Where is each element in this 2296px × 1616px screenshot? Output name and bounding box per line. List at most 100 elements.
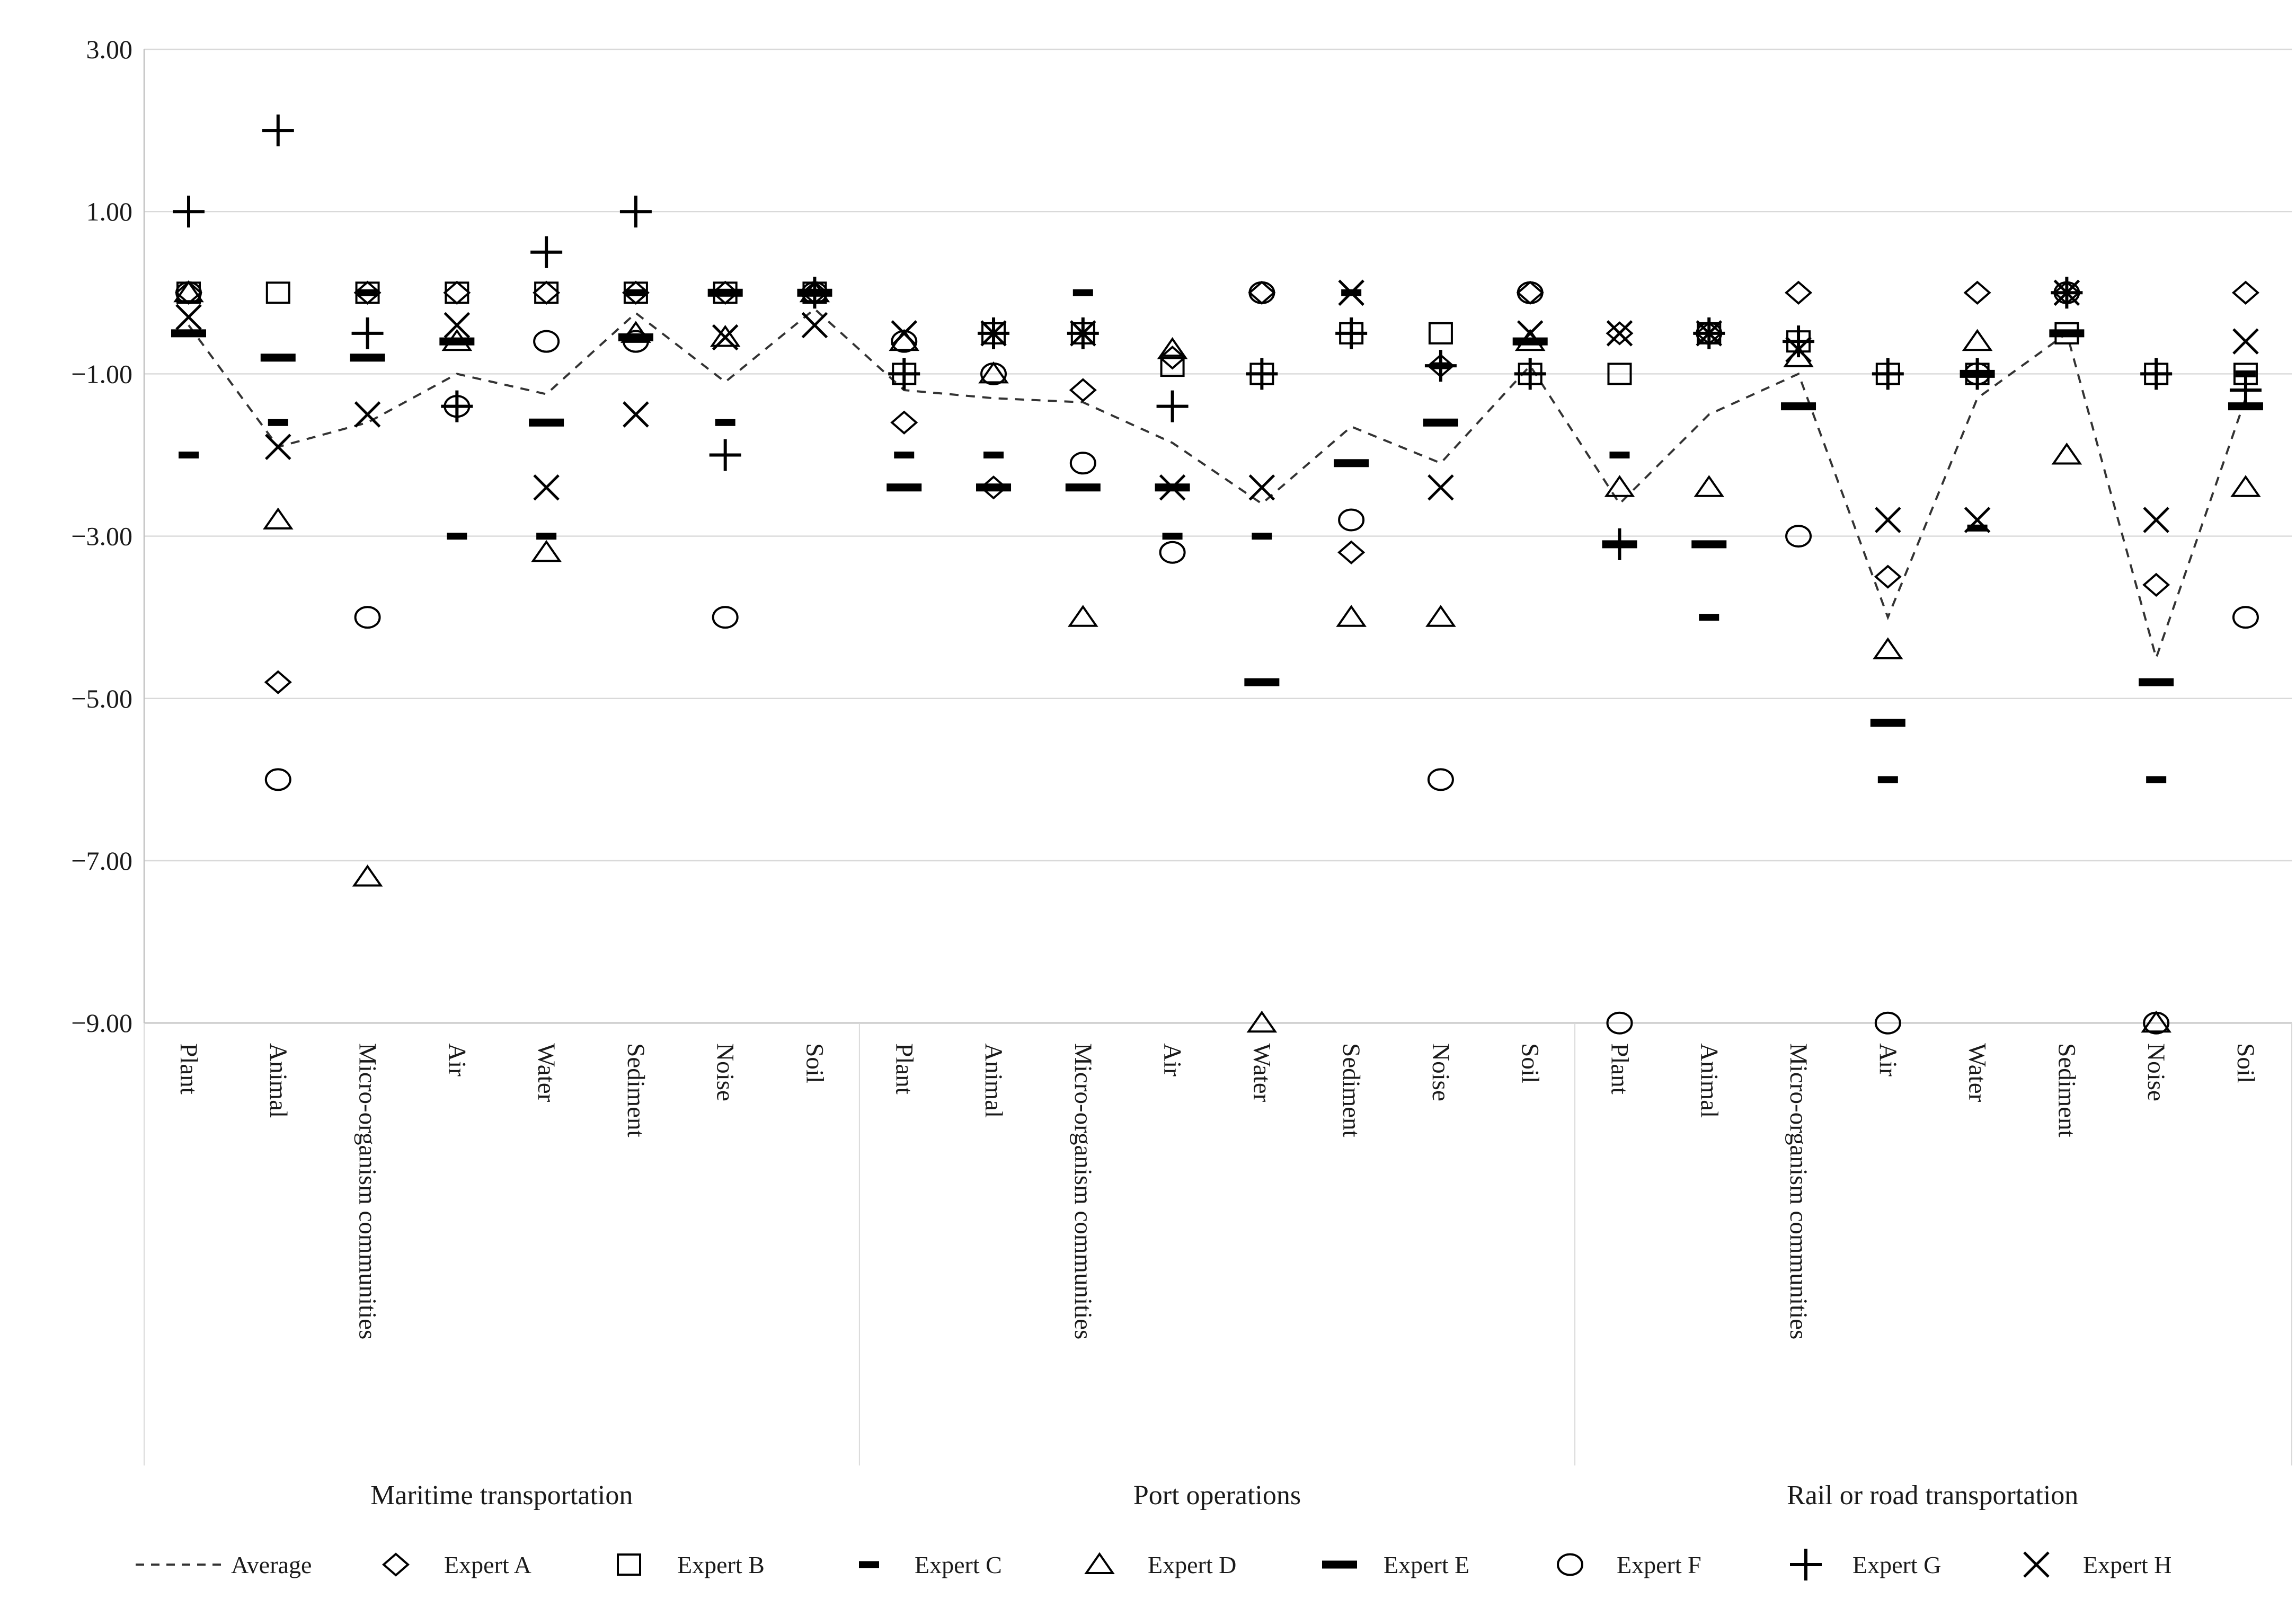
marker-expert-a [1337, 540, 1366, 564]
marker-expert-a [1606, 321, 1634, 346]
marker-expert-h [891, 320, 918, 347]
legend-item-average: Average [136, 1551, 312, 1578]
x-axis-category-label: Animal [1695, 1043, 1723, 1118]
marker-expert-d [1246, 1010, 1278, 1033]
marker-expert-h [980, 320, 1007, 347]
legend-item-expert-b: Expert B [617, 1551, 765, 1578]
marker-expert-d [262, 507, 294, 529]
marker-expert-d [1604, 475, 1635, 497]
marker-expert-a [1069, 378, 1097, 402]
x-axis-category-label: Animal [980, 1043, 1007, 1118]
average-line [188, 307, 2247, 662]
marker-expert-d [1694, 475, 1725, 497]
marker-expert-c [536, 533, 557, 540]
y-axis-tick-labels: 3.00 1.00 −1.00 −3.00 −5.00 −7.00 −9.00 [71, 34, 132, 1038]
marker-expert-c [2235, 370, 2256, 377]
marker-expert-b [265, 281, 290, 304]
legend-label-expert-h: Expert H [2083, 1551, 2171, 1578]
marker-expert-h [1696, 320, 1723, 347]
marker-expert-h [1159, 474, 1186, 501]
marker-expert-e [887, 483, 922, 492]
marker-expert-h [1606, 320, 1633, 347]
marker-expert-f [712, 606, 739, 629]
marker-expert-e [1065, 483, 1101, 492]
marker-expert-h [1517, 320, 1544, 347]
marker-expert-b [534, 281, 559, 304]
legend-label-expert-b: Expert B [677, 1551, 765, 1578]
marker-expert-d [1067, 605, 1098, 627]
legend-label-expert-c: Expert C [915, 1551, 1002, 1578]
marker-expert-a [1784, 280, 1813, 305]
marker-expert-c [447, 533, 467, 540]
marker-expert-e [976, 483, 1012, 492]
x-axis-category-label: Noise [712, 1043, 739, 1101]
marker-expert-c [268, 419, 288, 426]
x-axis-category-label: Micro-organism communities [1069, 1043, 1097, 1339]
marker-expert-h [1428, 474, 1454, 501]
legend-marker-expert-h [2023, 1551, 2050, 1578]
x-axis-category-label: Plant [890, 1043, 918, 1094]
marker-expert-h [712, 324, 739, 351]
marker-expert-h [265, 434, 291, 460]
legend-item-expert-c: Expert C [859, 1551, 1002, 1578]
marker-expert-e [1244, 678, 1280, 686]
marker-expert-e [2049, 329, 2085, 338]
legend-marker-expert-b [617, 1553, 641, 1576]
x-axis-category-label: Water [1964, 1043, 1991, 1102]
marker-expert-h [1875, 507, 1901, 533]
marker-expert-f [1606, 1011, 1633, 1035]
series-expert-h [175, 279, 2259, 533]
marker-expert-f [533, 330, 560, 353]
legend-item-expert-d: Expert D [1084, 1551, 1236, 1578]
marker-expert-c [1252, 533, 1272, 540]
marker-expert-e [1691, 540, 1727, 549]
legend-item-expert-g: Expert G [1790, 1549, 1941, 1580]
marker-expert-h [623, 401, 649, 428]
marker-expert-b [1607, 363, 1632, 385]
marker-expert-c [1877, 776, 1898, 783]
x-axis-category-label: Sediment [1337, 1043, 1365, 1137]
x-axis-category-label: Micro-organism communities [354, 1043, 382, 1339]
axis-group-labels: Maritime transportation Port operations Ra… [370, 1480, 2078, 1511]
x-axis-category-label: Noise [2142, 1043, 2170, 1101]
marker-expert-c [1072, 289, 1093, 296]
marker-expert-e [350, 354, 385, 362]
category-group-separators [144, 1023, 2292, 1465]
marker-expert-f [1159, 541, 1186, 564]
marker-expert-a [1963, 280, 1991, 305]
marker-expert-a [2142, 572, 2170, 597]
marker-expert-d [2230, 475, 2261, 497]
marker-expert-h [2053, 279, 2080, 306]
marker-expert-f [1427, 768, 1454, 791]
y-axis-tick-label: −5.00 [71, 684, 132, 713]
legend-marker-expert-c [859, 1561, 879, 1568]
marker-expert-b [445, 281, 469, 304]
marker-expert-h [533, 474, 560, 501]
marker-expert-e [171, 329, 206, 338]
marker-expert-d [2051, 442, 2082, 465]
y-axis-tick-label: 1.00 [86, 197, 133, 226]
marker-expert-h [801, 312, 828, 339]
legend-item-expert-f: Expert F [1557, 1551, 1701, 1578]
marker-expert-e [707, 288, 743, 297]
marker-expert-e [2139, 678, 2174, 686]
marker-expert-f [1248, 281, 1275, 304]
marker-expert-h [1964, 507, 1991, 533]
x-axis-category-labels: Plant Animal Micro-organism communities Air… [175, 1043, 2259, 1339]
series-expert-d [173, 280, 2261, 1033]
legend-marker-expert-e [1322, 1560, 1357, 1569]
marker-expert-f [1338, 508, 1365, 532]
legend-item-expert-a: Expert A [382, 1551, 531, 1578]
marker-expert-f [891, 330, 918, 353]
x-axis-category-label: Water [533, 1043, 560, 1102]
marker-expert-h [354, 401, 381, 428]
marker-expert-e [2228, 402, 2263, 411]
axis-group-label: Maritime transportation [370, 1480, 633, 1511]
legend-label-expert-e: Expert E [1384, 1551, 1469, 1578]
marker-expert-e [1334, 459, 1369, 467]
marker-expert-d [978, 361, 1009, 384]
x-axis-category-label: Sediment [2053, 1043, 2080, 1137]
